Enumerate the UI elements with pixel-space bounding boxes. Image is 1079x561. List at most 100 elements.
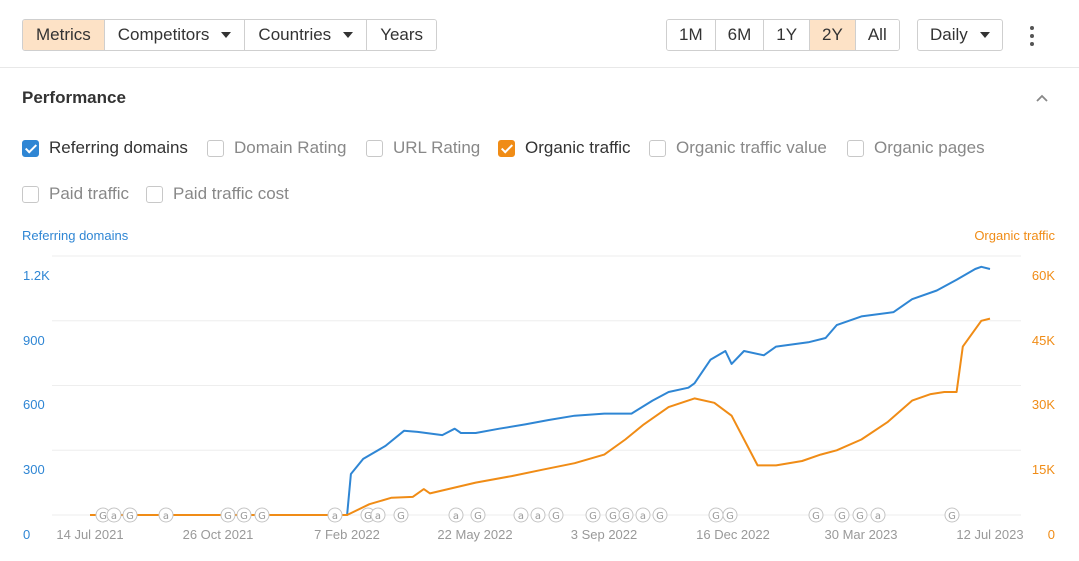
chevron-down-icon [343,32,354,38]
annotation-marker[interactable]: G [808,507,824,523]
checkbox-icon [366,139,383,157]
annotation-marker[interactable]: a [448,507,464,523]
tab-countries-label: Countries [258,25,332,44]
left-tick-label: 900 [23,333,45,348]
annotation-marker[interactable]: a [370,507,386,523]
annotation-marker[interactable]: G [548,507,564,523]
chart-toolbar: Metrics Competitors Countries Years 1M 6… [0,0,1079,68]
svg-text:G: G [126,511,134,522]
svg-text:a: a [640,511,646,522]
metric-label: Domain Rating [234,138,347,157]
annotation-marker[interactable]: G [393,507,409,523]
metric-checkbox-url-rating[interactable]: URL Rating [366,138,480,158]
tab-years-label: Years [380,25,424,44]
chevron-down-icon [221,32,232,38]
svg-text:G: G [240,511,248,522]
metric-label: Paid traffic cost [173,184,289,203]
metric-checkbox-referring-domains[interactable]: Referring domains [22,138,188,158]
right-tick-label: 45K [1031,333,1055,348]
annotation-marker[interactable]: G [708,507,724,523]
annotation-marker[interactable]: G [852,507,868,523]
chevron-down-icon [979,32,990,38]
annotation-marker[interactable]: G [254,507,270,523]
tab-years[interactable]: Years [367,20,437,50]
checkbox-icon [22,139,39,157]
svg-text:a: a [332,511,338,522]
checkbox-icon [146,185,163,203]
view-tabs: Metrics Competitors Countries Years [22,19,438,51]
metric-label: Organic pages [874,138,985,157]
right-axis-title: Organic traffic [974,228,1055,243]
annotation-marker[interactable]: G [652,507,668,523]
annotation-marker[interactable]: a [530,507,546,523]
checkbox-icon [847,139,864,157]
series-line-organic-traffic[interactable] [90,317,991,516]
x-tick-label: 30 Mar 2023 [824,527,898,542]
range-2y-button[interactable]: 2Y [810,20,856,50]
tab-competitors[interactable]: Competitors [104,20,246,50]
metric-checkbox-organic-traffic-value[interactable]: Organic traffic value [649,138,827,158]
svg-text:G: G [397,511,405,522]
metric-checkbox-organic-traffic[interactable]: Organic traffic [498,138,631,158]
annotation-marker[interactable]: G [236,507,252,523]
annotation-marker[interactable]: G [944,507,960,523]
x-tick-label: 22 May 2022 [437,527,513,542]
svg-text:G: G [656,511,664,522]
range-6m-button[interactable]: 6M [715,20,765,50]
metric-label: URL Rating [393,138,481,157]
svg-text:G: G [589,511,597,522]
metric-label: Paid traffic [49,184,130,203]
annotation-marker[interactable]: G [834,507,850,523]
x-tick-label: 3 Sep 2022 [570,527,638,542]
svg-text:G: G [726,511,734,522]
tab-metrics-label: Metrics [36,25,91,44]
annotation-marker[interactable]: a [106,507,122,523]
left-tick-label: 300 [23,462,45,477]
metric-checkbox-organic-pages[interactable]: Organic pages [847,138,985,158]
metric-checkbox-paid-traffic-cost[interactable]: Paid traffic cost [146,184,289,204]
annotation-marker[interactable]: a [327,507,343,523]
annotation-marker[interactable]: a [870,507,886,523]
annotation-marker[interactable]: G [618,507,634,523]
annotation-marker[interactable]: G [605,507,621,523]
right-tick-label: 15K [1031,462,1055,477]
section-title: Performance [22,88,126,107]
annotation-marker[interactable]: G [122,507,138,523]
tab-countries[interactable]: Countries [245,20,368,50]
svg-text:a: a [111,511,117,522]
svg-text:G: G [364,511,372,522]
more-options-icon[interactable] [1025,24,1039,48]
interval-label: Daily [930,25,968,44]
range-selector: 1M 6M 1Y 2Y All [666,19,900,51]
interval-dropdown[interactable]: Daily [917,19,1003,51]
svg-text:G: G [812,511,820,522]
range-1y-button[interactable]: 1Y [764,20,811,50]
metric-checkbox-domain-rating[interactable]: Domain Rating [207,138,346,158]
annotation-marker[interactable]: G [95,507,111,523]
annotation-marker[interactable]: a [635,507,651,523]
svg-text:G: G [948,511,956,522]
annotation-marker[interactable]: G [470,507,486,523]
right-tick-label: 0 [1047,527,1055,542]
svg-text:a: a [453,511,459,522]
tab-metrics[interactable]: Metrics [23,20,105,50]
annotation-marker[interactable]: a [158,507,174,523]
left-tick-label: 0 [23,527,31,542]
metric-label: Organic traffic value [676,138,827,157]
annotation-marker[interactable]: a [513,507,529,523]
svg-text:G: G [838,511,846,522]
left-axis-title: Referring domains [22,228,129,243]
x-tick-label: 12 Jul 2023 [956,527,1024,542]
metric-checkbox-paid-traffic[interactable]: Paid traffic [22,184,129,204]
series-line-referring-domains[interactable] [90,265,991,516]
annotation-marker[interactable]: G [220,507,236,523]
svg-text:G: G [712,511,720,522]
range-1m-button[interactable]: 1M [667,20,716,50]
annotation-marker[interactable]: G [585,507,601,523]
annotation-marker[interactable]: G [722,507,738,523]
left-tick-label: 600 [23,397,45,412]
svg-text:a: a [535,511,541,522]
range-all-button[interactable]: All [855,20,899,50]
chevron-up-icon[interactable] [1036,92,1048,104]
